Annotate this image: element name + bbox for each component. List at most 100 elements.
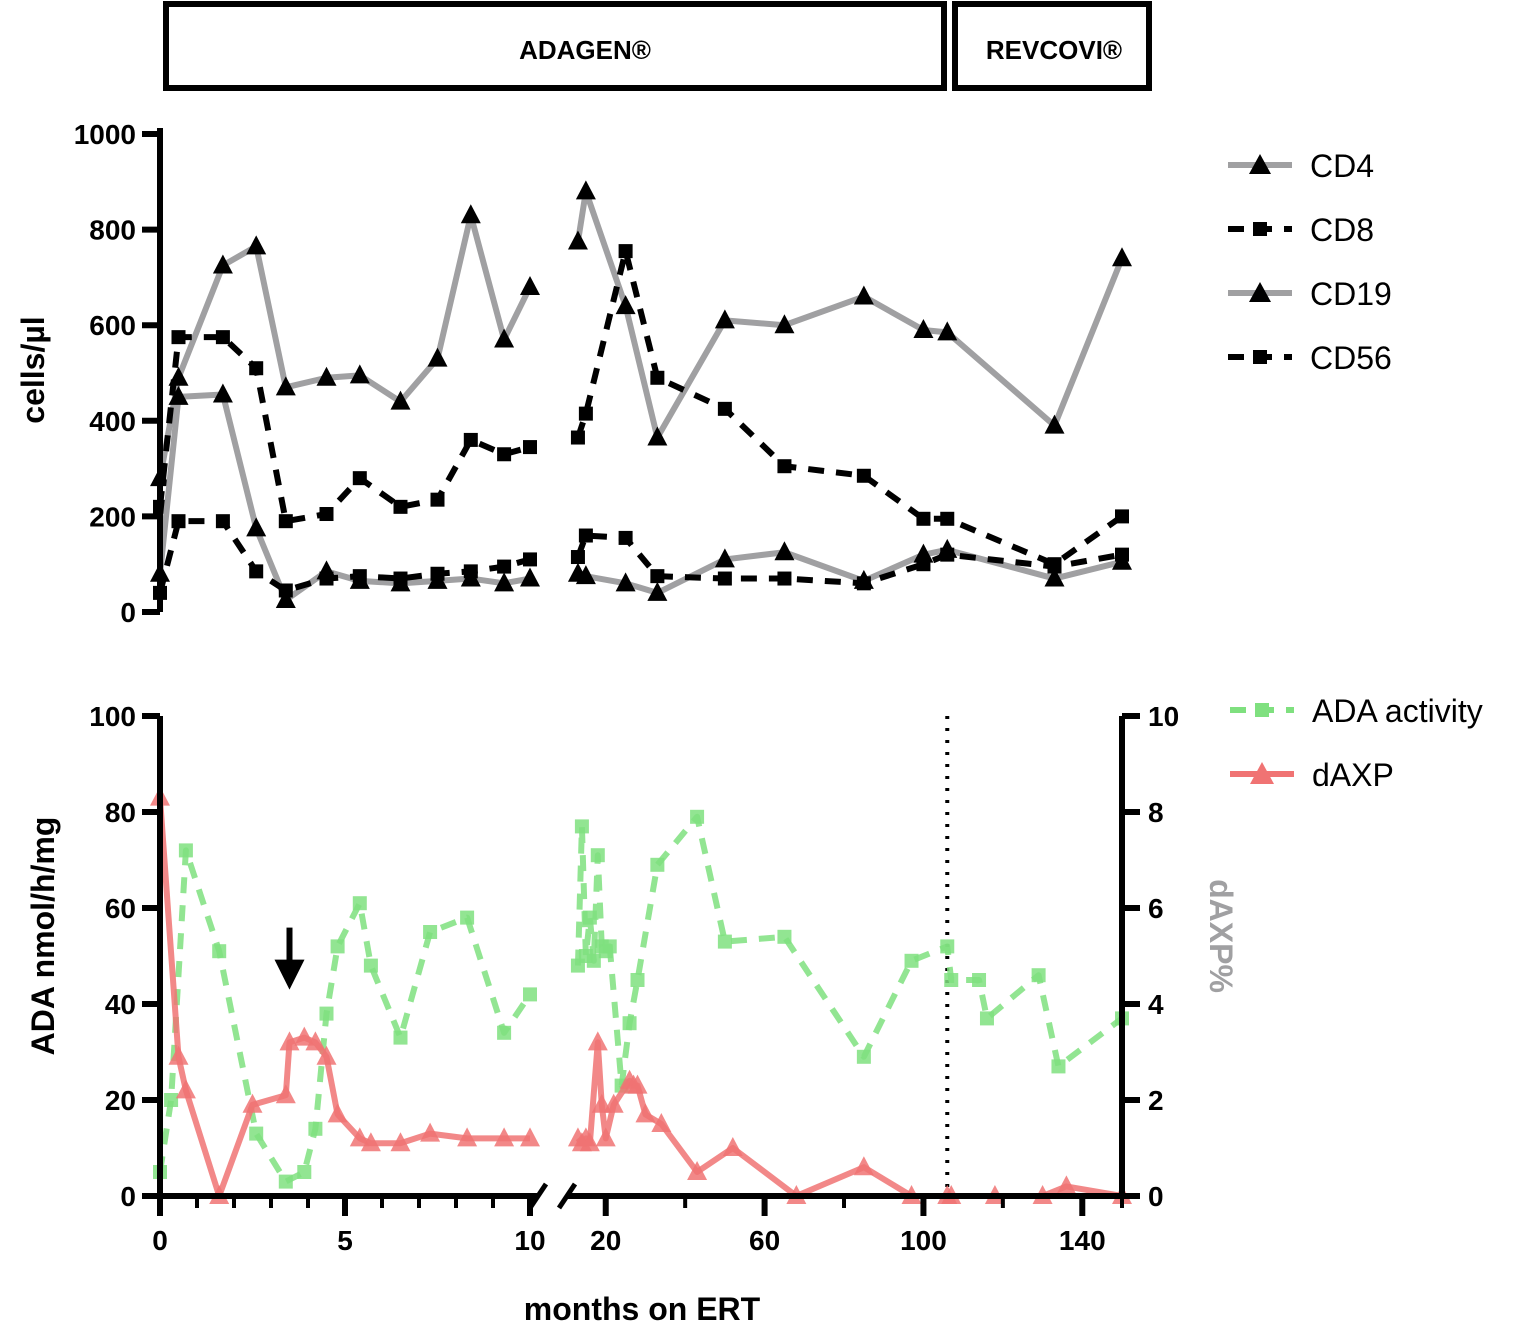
legend-label-cd4: CD4: [1310, 148, 1374, 184]
data-point: [275, 376, 296, 396]
data-point: [360, 1132, 381, 1152]
legend-label-ada-activity: ADA activity: [1312, 693, 1483, 729]
data-point: [352, 471, 367, 486]
data-point: [574, 819, 589, 834]
data-point: [856, 576, 871, 591]
bottom-x-ticks: 0 5 10 20 60 100 140: [152, 1196, 1124, 1256]
data-point: [319, 571, 334, 586]
bottom-x-axis: 0 5 10 20 60 100 140: [152, 1182, 1125, 1256]
data-point: [212, 944, 227, 959]
data-point: [777, 459, 792, 474]
data-point: [937, 321, 958, 341]
legend-marker-cd8: [1253, 222, 1267, 236]
data-point: [215, 514, 230, 529]
y2-tick-label: 10: [1148, 701, 1179, 732]
revcovi-period-box: [952, 1, 1152, 91]
revcovi-period-label: REVCOVI®: [986, 35, 1122, 65]
y2-tick-label: 0: [1148, 1181, 1164, 1212]
top-y-ticks: 0 200 400 600 800 1000: [74, 119, 160, 628]
data-point: [390, 1132, 411, 1152]
legend-item-cd8: CD8: [1228, 212, 1374, 248]
y2-tick-label: 8: [1148, 797, 1164, 828]
x-tick-label: 140: [1059, 1225, 1106, 1256]
bottom-right-y-ticks: 0 2 4 6 8 10: [1122, 701, 1179, 1212]
y-tick-label: 100: [89, 701, 136, 732]
data-point: [615, 295, 636, 315]
data-point: [618, 530, 633, 545]
adagen-period-box: [163, 1, 947, 91]
data-point: [587, 1031, 608, 1051]
data-point: [647, 581, 668, 601]
data-point: [423, 925, 438, 939]
data-point: [940, 939, 955, 954]
data-point: [722, 1137, 743, 1156]
series-cd19: [150, 383, 1132, 609]
data-point: [246, 235, 267, 255]
data-point: [622, 1016, 637, 1031]
y-tick-label: 0: [120, 597, 136, 628]
legend-label-daxp: dAXP: [1312, 757, 1394, 793]
lymphocyte-chart: 0 200 400 600 800 1000 cells/µl CD4 CD8 CD19: [15, 119, 1392, 628]
data-point: [1051, 1059, 1066, 1074]
data-point: [582, 910, 597, 925]
data-point: [615, 572, 636, 592]
series-line: [157, 847, 533, 1185]
data-point: [393, 499, 408, 514]
data-point: [319, 1006, 334, 1021]
y-tick-label: 60: [105, 893, 136, 924]
data-point: [630, 973, 645, 987]
highlight-arrow: [274, 927, 305, 990]
top-legend: CD4 CD8 CD19 CD56: [1228, 148, 1392, 376]
data-point: [916, 511, 931, 526]
data-point: [853, 1156, 874, 1176]
data-point: [1031, 968, 1046, 983]
data-point: [714, 309, 735, 329]
data-point: [497, 559, 512, 574]
data-point: [904, 953, 919, 968]
data-point: [463, 564, 478, 579]
data-point: [393, 1030, 408, 1045]
data-point: [578, 528, 593, 543]
legend-item-cd4: CD4: [1228, 148, 1374, 184]
data-point: [349, 1127, 370, 1147]
data-point: [316, 366, 337, 386]
bottom-left-y-axis-title: ADA nmol/h/mg: [25, 817, 61, 1056]
data-point: [497, 447, 512, 462]
data-point: [777, 571, 792, 586]
data-point: [242, 1093, 263, 1113]
data-point: [853, 285, 874, 305]
data-point: [497, 1025, 512, 1040]
data-point: [520, 275, 540, 295]
data-point: [717, 401, 732, 416]
data-point: [717, 934, 732, 949]
series-line: [157, 212, 533, 479]
data-point: [567, 230, 588, 250]
data-point: [1047, 559, 1062, 574]
data-point: [590, 848, 605, 863]
legend-item-ada-activity: ADA activity: [1230, 693, 1483, 729]
data-point: [330, 939, 345, 954]
data-point: [305, 1031, 326, 1051]
data-point: [430, 492, 445, 507]
series-cd8: [153, 244, 1129, 572]
data-point: [175, 1079, 196, 1099]
data-point: [570, 550, 585, 565]
data-point: [249, 361, 264, 376]
data-point: [714, 548, 735, 568]
data-point: [279, 1031, 300, 1051]
data-point: [278, 514, 293, 529]
series-line: [575, 248, 1124, 568]
data-point: [972, 973, 987, 987]
data-point: [308, 1121, 323, 1136]
series-line: [574, 188, 1125, 441]
data-point: [494, 1127, 515, 1147]
data-point: [570, 430, 585, 445]
data-point: [586, 953, 601, 968]
x-tick-label: 20: [590, 1225, 621, 1256]
x-axis-title: months on ERT: [524, 1291, 761, 1326]
data-point: [294, 1026, 315, 1046]
data-point: [650, 370, 665, 385]
data-point: [774, 314, 795, 334]
legend-marker-ada-activity: [1255, 703, 1269, 717]
axis-break-mark-right: [556, 1182, 578, 1210]
